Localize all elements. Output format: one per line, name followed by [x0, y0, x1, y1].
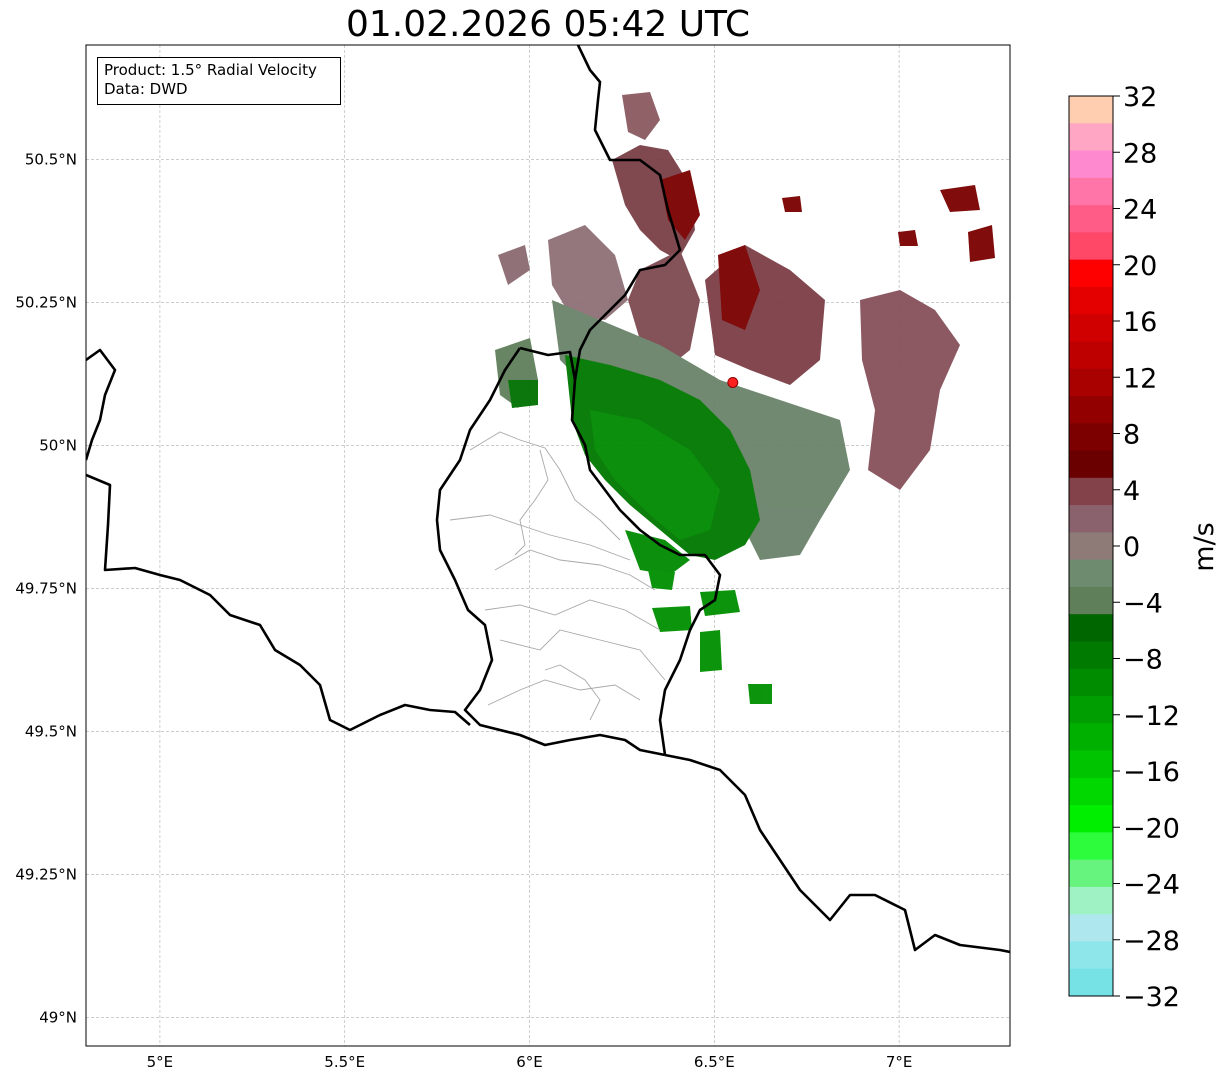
echo-inbound-core	[590, 410, 720, 540]
lat-tick-label: 49.75°N	[15, 579, 77, 597]
map-title: 01.02.2026 05:42 UTC	[345, 4, 751, 45]
lat-tick-label: 50°N	[39, 436, 77, 454]
lon-tick-label: 5.5°E	[324, 1053, 365, 1071]
colorbar-tick-label: −4	[1123, 588, 1163, 619]
longitude-axis: 5°E 5.5°E 6°E 6.5°E 7°E	[147, 1053, 913, 1071]
lon-tick-label: 5°E	[147, 1053, 174, 1071]
colorbar-swatch	[1069, 123, 1113, 152]
lon-tick-label: 6°E	[516, 1053, 543, 1071]
info-source: Data: DWD	[104, 80, 188, 98]
colorbar-tick-label: −16	[1123, 757, 1180, 788]
colorbar-swatch	[1069, 968, 1113, 997]
echo-outbound-ne-small-2	[968, 225, 995, 262]
colorbar-tick-label: −28	[1123, 926, 1180, 957]
colorbar-tick-label: 32	[1123, 82, 1157, 113]
colorbar-tick-label: 20	[1123, 251, 1157, 282]
colorbar-swatch	[1069, 341, 1113, 370]
colorbar-swatch	[1069, 914, 1113, 942]
colorbar-swatch	[1069, 886, 1113, 915]
region-borders	[449, 431, 666, 721]
colorbar-tick-label: 24	[1123, 195, 1157, 226]
colorbar-tick-label: 0	[1123, 532, 1140, 563]
colorbar	[1068, 95, 1114, 997]
colorbar-swatch	[1069, 696, 1113, 724]
echo-outbound-north-2	[622, 92, 660, 140]
colorbar-swatch	[1069, 614, 1113, 642]
colorbar-swatch	[1069, 286, 1113, 315]
colorbar-swatch	[1069, 368, 1113, 397]
echo-inbound-south-2	[648, 570, 675, 590]
echo-inbound-south-3	[652, 606, 692, 632]
colorbar-swatch	[1069, 259, 1113, 288]
colorbar-ticks: 32 28 24 20 16 12 8 4 0 −4 −8 −12 −16 −20 −24 −28 −32	[1113, 82, 1180, 1013]
echo-outbound-nw-2	[498, 245, 530, 285]
colorbar-swatch	[1069, 723, 1113, 752]
map-border	[85, 44, 1011, 1047]
info-product: Product: 1.5° Radial Velocity	[104, 61, 317, 79]
colorbar-tick-label: 16	[1123, 307, 1157, 338]
map-area	[86, 45, 1010, 1046]
colorbar-swatch	[1069, 559, 1113, 588]
colorbar-swatch	[1069, 205, 1113, 233]
colorbar-swatch	[1069, 641, 1113, 670]
colorbar-swatch	[1069, 832, 1113, 861]
colorbar-swatch	[1069, 423, 1113, 452]
echo-outbound-small-4	[898, 230, 918, 246]
colorbar-swatch	[1069, 396, 1113, 424]
colorbar-tick-label: 8	[1123, 420, 1140, 451]
colorbar-tick-label: −32	[1123, 982, 1180, 1013]
echo-outbound-ne-small	[940, 185, 980, 212]
colorbar-tick-label: 28	[1123, 138, 1157, 169]
radar-echoes	[495, 92, 995, 704]
colorbar-swatch	[1069, 859, 1113, 888]
echo-outbound-nw	[548, 225, 628, 320]
colorbar-swatch	[1069, 941, 1113, 970]
echo-outbound-small-3	[782, 196, 802, 212]
colorbar-swatch	[1069, 505, 1113, 533]
radar-site-marker	[727, 376, 739, 388]
echo-inbound-south	[625, 530, 690, 575]
lat-tick-label: 50.5°N	[25, 150, 77, 168]
echo-inbound-south-4	[700, 590, 740, 616]
colorbar-swatch	[1069, 477, 1113, 506]
colorbar-tick-label: 4	[1123, 476, 1140, 507]
echo-inbound-south-6	[748, 684, 772, 704]
lon-tick-label: 6.5°E	[694, 1053, 735, 1071]
colorbar-swatch	[1069, 805, 1113, 833]
colorbar-unit-label: m/s	[1189, 522, 1220, 571]
echo-darkred-east	[718, 245, 760, 330]
colorbar-swatch	[1069, 314, 1113, 342]
info-box: Product: 1.5° Radial Velocity Data: DWD	[97, 57, 341, 105]
lat-tick-label: 49.25°N	[15, 865, 77, 883]
colorbar-swatch	[1069, 586, 1113, 615]
colorbar-swatch	[1069, 232, 1113, 261]
lat-tick-label: 49.5°N	[25, 722, 77, 740]
lon-tick-label: 7°E	[886, 1053, 913, 1071]
colorbar-tick-label: −24	[1123, 870, 1180, 901]
country-borders	[86, 45, 1010, 954]
colorbar-tick-label: −8	[1123, 645, 1163, 676]
lat-tick-label: 50.25°N	[15, 293, 77, 311]
colorbar-tick-label: −12	[1123, 701, 1180, 732]
colorbar-swatch	[1069, 777, 1113, 806]
echo-inbound-south-5	[700, 630, 722, 672]
colorbar-tick-label: −20	[1123, 813, 1180, 844]
echo-inbound-west	[508, 380, 538, 408]
colorbar-swatch	[1069, 150, 1113, 179]
colorbar-swatch	[1069, 450, 1113, 479]
colorbar-swatch	[1069, 177, 1113, 206]
colorbar-swatch	[1069, 532, 1113, 561]
colorbar-swatch	[1069, 668, 1113, 697]
colorbar-swatch	[1069, 750, 1113, 779]
lat-tick-label: 49°N	[39, 1008, 77, 1026]
colorbar-swatch	[1069, 96, 1113, 124]
latitude-axis: 50.5°N 50.25°N 50°N 49.75°N 49.5°N 49.25°N 49°…	[15, 150, 77, 1026]
echo-outbound-far-east	[860, 290, 960, 490]
colorbar-tick-label: 12	[1123, 363, 1157, 394]
echo-darkred-north	[660, 170, 700, 240]
